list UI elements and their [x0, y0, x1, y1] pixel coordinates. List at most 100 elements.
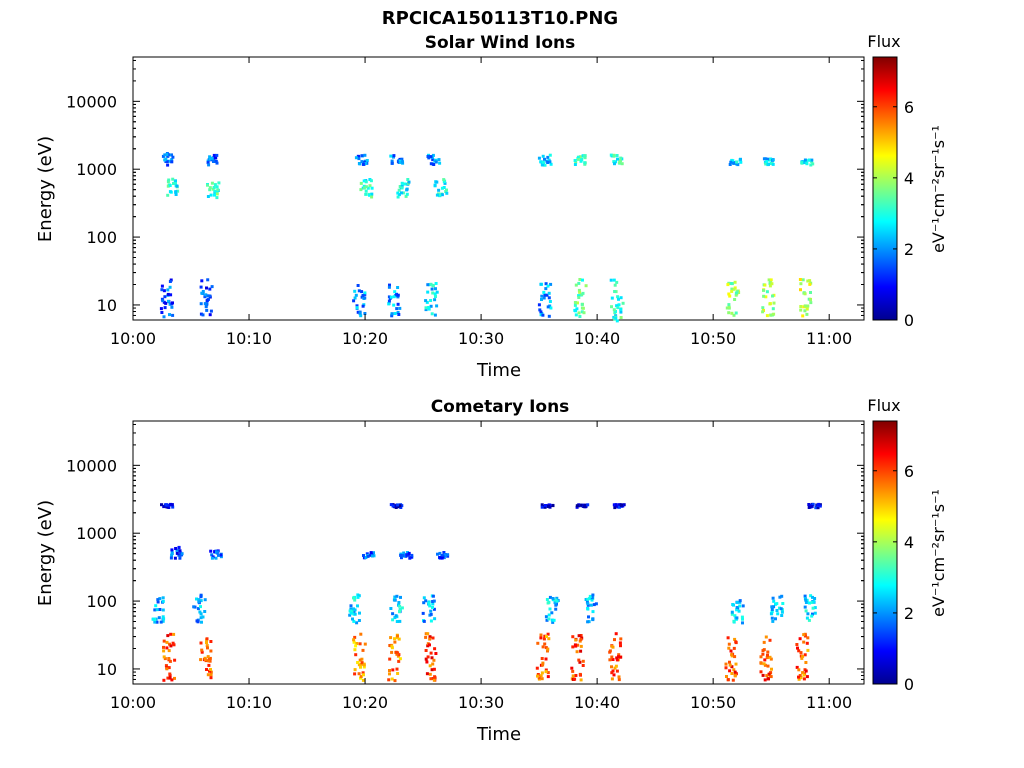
heatmap-cell — [397, 188, 401, 192]
heatmap-cell — [810, 601, 814, 604]
heatmap-cell — [761, 310, 765, 314]
colorbar-tick-label: 6 — [904, 462, 914, 481]
heatmap-cell — [730, 612, 734, 616]
heatmap-cell — [619, 296, 623, 300]
heatmap-cell — [168, 285, 172, 289]
heatmap-cell — [164, 503, 168, 507]
x-tick-label: 10:00 — [110, 693, 156, 712]
heatmap-cell — [540, 657, 544, 660]
heatmap-cell — [161, 299, 165, 303]
heatmap-cell — [396, 505, 400, 509]
heatmap-cell — [577, 294, 581, 298]
heatmap-cell — [366, 554, 370, 558]
heatmap-cell — [207, 657, 211, 661]
heatmap-cell — [166, 299, 170, 303]
heatmap-cell — [613, 506, 617, 510]
heatmap-cell — [422, 601, 426, 605]
heatmap-cell — [401, 160, 404, 164]
heatmap-cell — [171, 301, 174, 305]
heatmap-cell — [162, 678, 166, 682]
heatmap-cell — [537, 676, 541, 680]
heatmap-cell — [539, 160, 543, 164]
heatmap-cell — [609, 278, 613, 282]
heatmap-cell — [398, 607, 402, 611]
heatmap-cell — [730, 311, 734, 315]
heatmap-cell — [203, 302, 207, 306]
heatmap-cell — [724, 662, 728, 666]
heatmap-cell — [388, 657, 392, 661]
heatmap-cell — [348, 613, 352, 617]
heatmap-cell — [614, 503, 618, 507]
heatmap-cell — [163, 295, 167, 299]
colorbar-unit: eV⁻¹cm⁻²sr⁻¹s⁻¹ — [929, 125, 948, 253]
heatmap-cell — [726, 283, 730, 287]
heatmap-cell — [802, 673, 806, 677]
heatmap-cell — [216, 550, 220, 554]
heatmap-cell — [579, 503, 583, 507]
heatmap-cell — [766, 653, 769, 657]
heatmap-cell — [395, 620, 399, 623]
heatmap-cell — [583, 161, 587, 165]
heatmap-cell — [759, 670, 763, 674]
heatmap-cell — [589, 603, 593, 607]
heatmap-cell — [358, 611, 361, 615]
heatmap-cell — [813, 606, 817, 610]
heatmap-cell — [164, 301, 168, 305]
heatmap-cell — [361, 294, 365, 297]
heatmap-cell — [350, 609, 354, 613]
heatmap-cell — [160, 311, 164, 314]
heatmap-cell — [353, 296, 357, 300]
heatmap-cell — [433, 617, 437, 621]
heatmap-cell — [429, 612, 433, 616]
heatmap-cell — [554, 603, 558, 607]
heatmap-cell — [807, 506, 811, 509]
heatmap-cell — [579, 678, 583, 682]
heatmap-cell — [364, 192, 368, 196]
heatmap-cell — [210, 556, 214, 560]
heatmap-cell — [162, 649, 166, 653]
heatmap-cell — [199, 616, 203, 620]
heatmap-cell — [581, 503, 585, 507]
heatmap-cell — [798, 278, 802, 281]
heatmap-cell — [389, 636, 393, 640]
heatmap-cell — [734, 311, 738, 315]
heatmap-cell — [210, 156, 214, 160]
heatmap-cell — [396, 302, 400, 306]
heatmap-cell — [616, 157, 619, 161]
heatmap-cell — [397, 313, 401, 316]
heatmap-cell — [733, 674, 737, 678]
heatmap-cell — [443, 181, 447, 185]
heatmap-cell — [387, 302, 391, 306]
heatmap-cell — [396, 503, 400, 507]
heatmap-cell — [733, 670, 737, 674]
heatmap-cell — [592, 603, 596, 607]
heatmap-cell — [618, 641, 622, 645]
heatmap-cell — [578, 290, 582, 294]
heatmap-cell — [210, 553, 214, 557]
heatmap-cell — [765, 160, 769, 163]
heatmap-cell — [574, 638, 578, 642]
heatmap-cell — [544, 615, 548, 619]
x-axis-ticks: 10:00 10:10 10:20 10:30 10:40 10:50 11:00 — [110, 57, 852, 348]
heatmap-cell — [586, 602, 590, 606]
heatmap-cell — [156, 600, 160, 604]
heatmap-cell — [390, 159, 394, 163]
heatmap-cell — [610, 677, 614, 681]
heatmap-cell — [732, 668, 736, 672]
heatmap-cell — [162, 289, 166, 293]
heatmap-cell — [808, 282, 812, 286]
heatmap-cell — [396, 295, 400, 299]
heatmap-cell — [395, 292, 398, 296]
heatmap-cell — [803, 309, 807, 313]
heatmap-cell — [620, 503, 623, 507]
heatmap-cell — [759, 661, 763, 665]
panel-title: Cometary Ions — [431, 397, 570, 417]
heatmap-cell — [356, 284, 360, 287]
heatmap-cell — [160, 503, 163, 507]
heatmap-cell — [764, 162, 768, 166]
heatmap-cell — [547, 291, 551, 295]
heatmap-cell — [736, 289, 740, 293]
heatmap-cell — [805, 307, 809, 311]
heatmap-cell — [444, 554, 447, 557]
heatmap-cell — [799, 282, 803, 286]
